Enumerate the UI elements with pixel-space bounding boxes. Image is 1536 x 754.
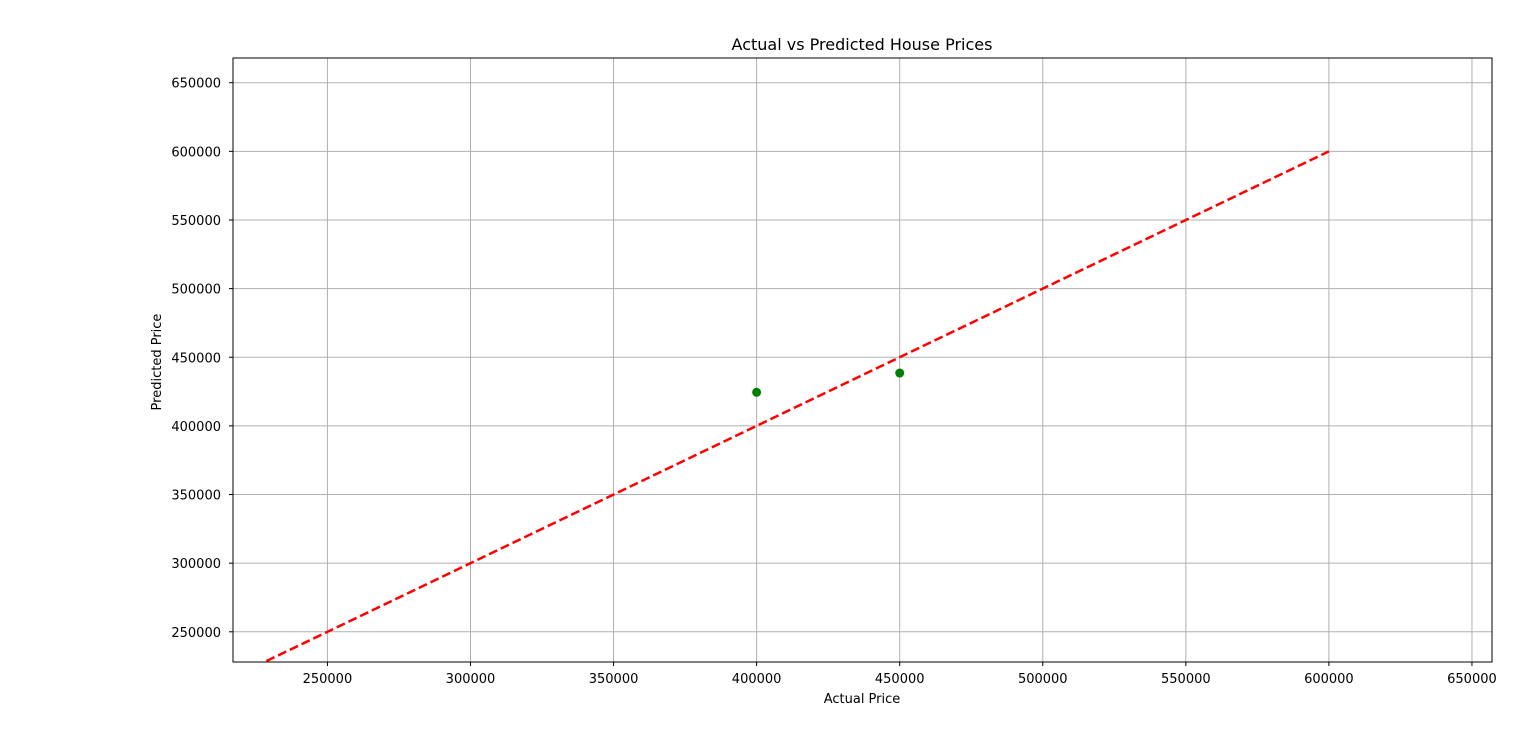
- x-tick-label: 250000: [303, 672, 353, 687]
- y-tick-label: 550000: [171, 214, 221, 229]
- reference-line: [261, 150, 1330, 662]
- x-tick-label: 400000: [732, 672, 782, 687]
- x-axis-ticks: 250000 300000 350000 400000 450000 500000 5500…: [303, 662, 1497, 687]
- y-axis-ticks: 250000 300000 350000 400000 450000 500000 5500…: [171, 77, 233, 641]
- y-axis-label: Predicted Price: [150, 314, 165, 411]
- y-tick-label: 650000: [171, 77, 221, 92]
- x-axis-label: Actual Price: [824, 692, 901, 707]
- y-tick-label: 600000: [171, 145, 221, 160]
- x-tick-label: 350000: [589, 672, 639, 687]
- y-tick-label: 400000: [171, 420, 221, 435]
- x-tick-label: 500000: [1018, 672, 1068, 687]
- scatter-point: [752, 387, 762, 397]
- data-layer: [261, 150, 1330, 662]
- grid: [233, 58, 1492, 662]
- x-tick-label: 600000: [1304, 672, 1354, 687]
- x-tick-label: 650000: [1447, 672, 1497, 687]
- scatter-point: [895, 368, 905, 378]
- x-tick-label: 550000: [1161, 672, 1211, 687]
- y-tick-label: 450000: [171, 351, 221, 366]
- y-tick-label: 350000: [171, 489, 221, 504]
- y-tick-label: 300000: [171, 557, 221, 572]
- y-tick-label: 500000: [171, 283, 221, 298]
- y-tick-label: 250000: [171, 626, 221, 641]
- plot-area: [233, 58, 1492, 662]
- x-tick-label: 300000: [446, 672, 496, 687]
- plot-frame: [232, 57, 1493, 663]
- chart-title: Actual vs Predicted House Prices: [732, 35, 993, 54]
- x-tick-label: 450000: [875, 672, 925, 687]
